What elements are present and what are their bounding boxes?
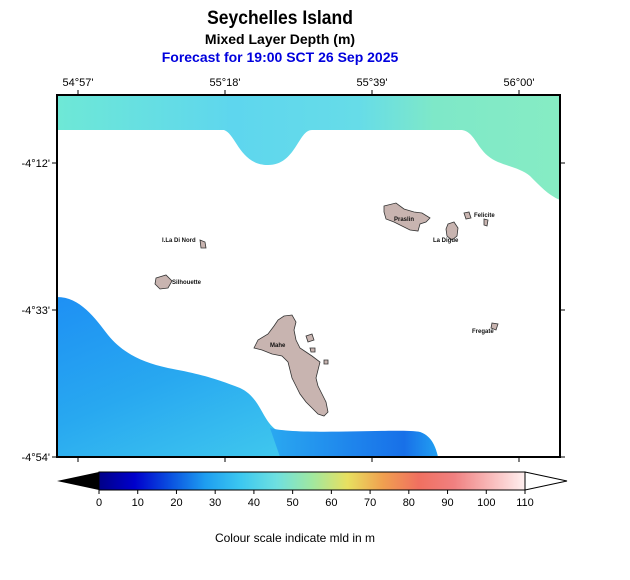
- colorbar-tick-label: 0: [96, 497, 102, 509]
- colorbar-tick-label: 100: [477, 497, 495, 509]
- mld-region-north: [57, 95, 560, 200]
- island-small-e: [483, 218, 489, 227]
- forecast-label: Forecast for 19:00 SCT 26 Sep 2025: [161, 49, 399, 65]
- lon-label: 56°00': [504, 77, 535, 89]
- label-la-digue: La Digue: [433, 238, 459, 244]
- island-la-digue: [445, 221, 459, 241]
- colorbar-tick-label: 60: [325, 497, 337, 509]
- colorbar: 0 10 20 30 40 50 60 70 80 90 100 110: [57, 471, 568, 509]
- lat-label: -4°33': [21, 305, 50, 317]
- colorbar-tick-label: 80: [403, 497, 415, 509]
- label-felicite: Felicite: [474, 213, 495, 219]
- mld-region-south: [57, 297, 438, 457]
- label-praslin: Praslin: [394, 217, 414, 223]
- map-subtitle: Mixed Layer Depth (m): [204, 31, 356, 47]
- map-frame: [56, 94, 561, 458]
- colorbar-tick-label: 30: [209, 497, 221, 509]
- colorbar-tick-label: 70: [364, 497, 376, 509]
- lon-label: 54°57': [63, 77, 94, 89]
- label-fregate: Fregate: [472, 329, 494, 335]
- lon-label: 55°39': [357, 77, 388, 89]
- island-felicite: [463, 211, 472, 220]
- lat-label: -4°12': [21, 158, 50, 170]
- island-mahe: [253, 314, 329, 417]
- lon-label: 55°18': [210, 77, 241, 89]
- label-silhouette: Silhouette: [172, 280, 202, 286]
- island-praslin: [383, 202, 431, 232]
- island-fregate: [490, 322, 499, 331]
- colorbar-under-arrow: [57, 472, 99, 490]
- colorbar-caption: Colour scale indicate mld in m: [214, 531, 376, 545]
- map-title: Seychelles Island: [207, 8, 353, 29]
- colorbar-tick-label: 20: [170, 497, 182, 509]
- label-ile-du-nord: I.La Di Nord: [162, 238, 196, 244]
- axis-ticks: [52, 90, 565, 462]
- lat-label: -4°54': [21, 452, 50, 464]
- colorbar-tick-label: 110: [516, 497, 534, 509]
- islands: [154, 202, 499, 417]
- island-silhouette: [154, 274, 173, 290]
- colorbar-over-arrow: [524, 471, 568, 491]
- map-area: Praslin Felicite La Digue I.La Di Nord S…: [56, 94, 561, 458]
- label-mahe: Mahe: [270, 343, 286, 349]
- colorbar-tick-label: 40: [248, 497, 260, 509]
- island-ile-du-nord: [199, 239, 207, 249]
- colorbar-tick-label: 10: [132, 497, 144, 509]
- colorbar-tick-label: 50: [287, 497, 299, 509]
- colorbar-tick-label: 90: [441, 497, 453, 509]
